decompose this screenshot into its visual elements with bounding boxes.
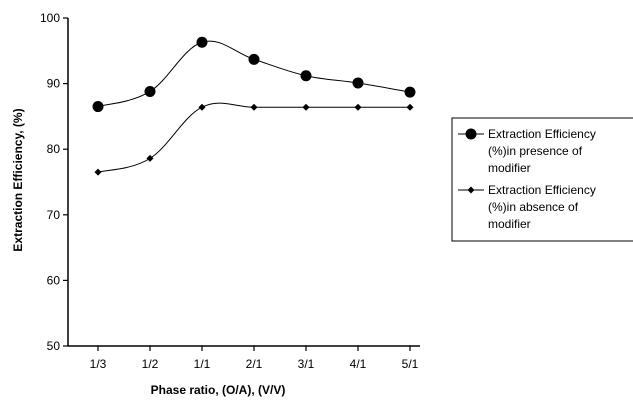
legend-label: Extraction Efficiency [488,183,596,197]
y-tick-label: 70 [47,208,61,222]
data-point [352,77,364,89]
data-point [144,85,156,97]
axes [63,17,420,351]
legend-marker [465,128,477,140]
series-line [97,102,410,173]
series-group [92,36,416,176]
legend-label: modifier [488,161,531,175]
data-point [146,154,154,162]
x-tick-label: 1/2 [142,357,159,371]
x-tick-label: 3/1 [298,357,315,371]
legend-entry-2: Extraction Efficiency (%)in absence of mod… [458,183,596,231]
data-point [250,103,258,111]
legend-label: modifier [488,217,531,231]
y-tick-label: 50 [47,339,61,353]
y-tick-label: 90 [47,77,61,91]
series-1 [92,36,416,113]
y-axis-title: Extraction Efficiency, (%) [11,108,25,251]
data-point [300,70,312,82]
data-point [248,53,260,65]
data-point [354,103,362,111]
series-2 [94,102,414,176]
series-line [97,40,411,108]
x-axis-title: Phase ratio, (O/A), (V/V) [151,383,286,397]
y-tick-label: 60 [47,273,61,287]
data-point [198,103,206,111]
data-point [302,103,310,111]
tick-labels: 50 60 70 80 90 100 1/3 1/2 1/1 2/1 3/1 4/1 5/1 [40,11,419,371]
legend-entry-1: Extraction Efficiency (%)in presence of mo… [458,127,596,175]
data-point [92,101,104,113]
y-tick-label: 100 [40,11,60,25]
x-tick-label: 2/1 [246,357,263,371]
legend-marker [467,186,475,194]
x-tick-label: 4/1 [350,357,367,371]
y-tick-label: 80 [47,142,61,156]
data-point [406,103,414,111]
legend-box [451,117,633,242]
legend-label: (%)in presence of [488,144,583,158]
legend: Extraction Efficiency (%)in presence of mo… [451,117,633,242]
data-point [196,36,208,48]
x-tick-label: 5/1 [402,357,419,371]
legend-label: (%)in absence of [488,200,579,214]
data-point [404,86,416,98]
data-point [94,168,102,176]
legend-label: Extraction Efficiency [488,127,596,141]
x-tick-label: 1/1 [194,357,211,371]
x-tick-label: 1/3 [90,357,107,371]
